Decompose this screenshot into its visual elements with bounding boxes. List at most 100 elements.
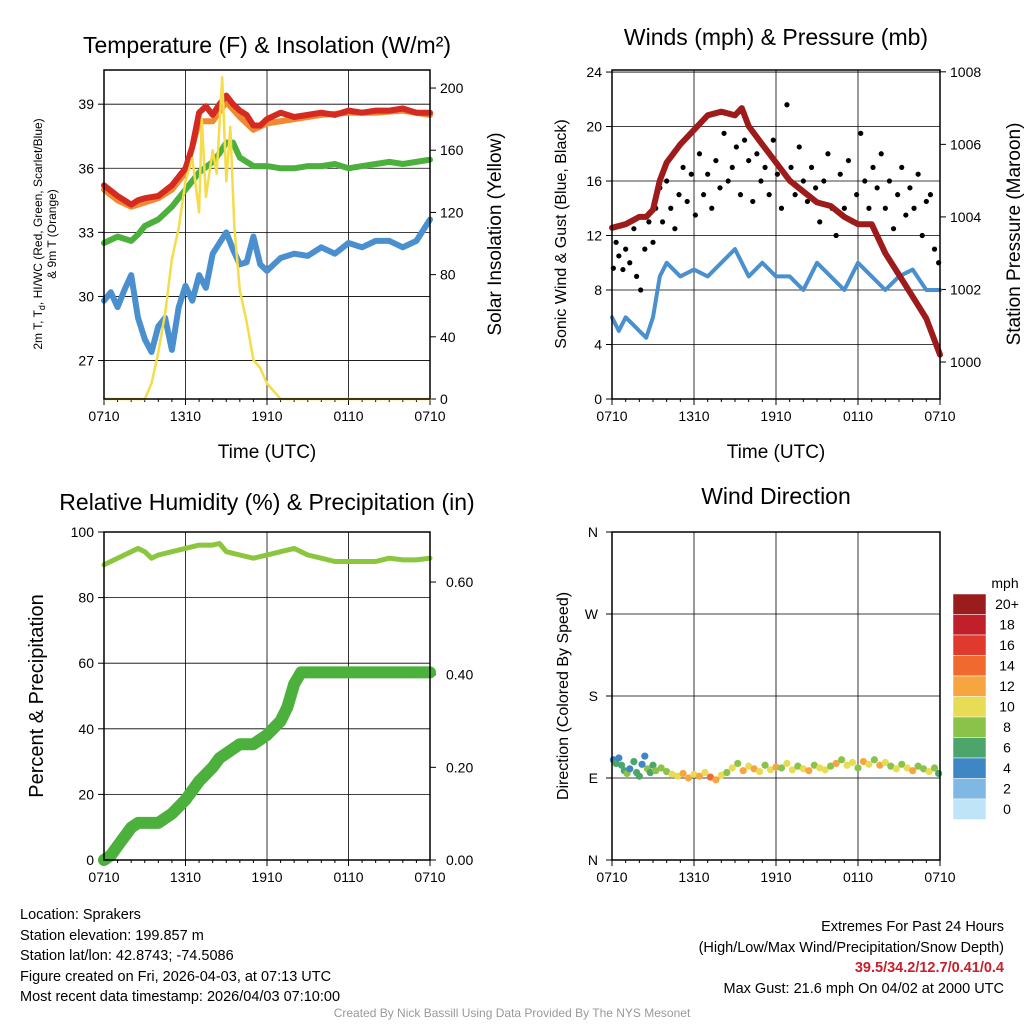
gust-point: [845, 157, 852, 164]
y-tick-label: 8: [594, 282, 602, 298]
direction-point: [766, 766, 775, 774]
colorbar-label: 16: [999, 637, 1015, 653]
x-tick-label: 1910: [760, 869, 791, 885]
gust-point: [638, 287, 644, 293]
gust-point: [627, 260, 633, 266]
direction-point: [690, 770, 698, 778]
gust-point: [903, 212, 909, 218]
gust-point: [741, 137, 748, 143]
x-tick-label: 1310: [170, 869, 201, 885]
direction-point: [761, 761, 769, 769]
y2-tick-label: 40: [440, 329, 456, 345]
colorbar-swatch: [952, 614, 987, 636]
direction-point: [652, 767, 660, 775]
gust-point: [907, 185, 913, 191]
temperature-panel: 0710 1310 1910 0110 0710 27 30 33 36 39 0 40 80 120 16…: [31, 32, 506, 463]
gust-point: [709, 205, 715, 211]
direction-point: [706, 773, 715, 781]
direction-point: [612, 759, 620, 768]
x-tick-label: 0710: [414, 408, 445, 424]
direction-point: [635, 772, 643, 780]
latlon-text: Station lat/lon: 42.8743; -74.5086: [20, 948, 234, 964]
direction-point: [668, 770, 676, 778]
gust-point: [915, 171, 921, 177]
y-tick-label: 100: [71, 524, 95, 540]
elevation-text: Station elevation: 199.857 m: [20, 927, 204, 944]
direction-point: [810, 761, 818, 769]
direction-point: [641, 752, 649, 760]
y-tick-label: 12: [586, 228, 602, 244]
direction-point: [739, 767, 747, 775]
direction-point: [788, 766, 797, 774]
gust-point: [813, 185, 819, 191]
colorbar-label: 10: [999, 699, 1015, 715]
y2-tick-label: 120: [440, 204, 464, 220]
gust-point: [837, 171, 843, 177]
direction-point: [925, 768, 933, 776]
y-axis-label: Percent & Precipitation: [26, 594, 48, 797]
gust-point: [784, 102, 790, 108]
y-tick-label: 36: [78, 160, 94, 176]
x-tick-label: 1910: [251, 869, 282, 885]
y-tick-label: 0: [86, 852, 94, 868]
direction-point: [909, 767, 917, 775]
gust-point: [874, 185, 880, 191]
y2-tick-label: 0.60: [446, 574, 473, 590]
gust-point: [721, 130, 727, 136]
chart-title: Winds (mph) & Pressure (mb): [624, 24, 928, 50]
gust-point: [668, 205, 674, 211]
direction-point: [827, 762, 835, 770]
gust-point: [733, 144, 739, 150]
direction-point: [701, 768, 709, 777]
gust-point: [746, 157, 752, 164]
direction-point: [723, 768, 731, 777]
gust-point: [870, 164, 876, 171]
direction-point: [615, 754, 623, 762]
gust-point: [642, 246, 648, 252]
plot-frame: [611, 69, 941, 400]
colorbar-label: 18: [999, 617, 1015, 633]
direction-point: [630, 758, 638, 766]
station-info: Location: Sprakers Station elevation: 19…: [20, 905, 340, 1008]
colorbar-swatch: [952, 696, 987, 718]
colorbar: mph 20+ 18 16 14 12 10 8 6 4 2 0: [952, 575, 1019, 820]
y-tick-label: 0: [594, 391, 602, 407]
gust-point: [620, 266, 626, 273]
colorbar-swatch: [952, 757, 987, 779]
y-tick-label: 39: [78, 96, 94, 112]
colorbar-label: 2: [1003, 781, 1011, 797]
gust-point: [821, 178, 827, 184]
direction-point: [876, 761, 884, 769]
credit-text: Created By Nick Bassill Using Data Provi…: [333, 1006, 691, 1020]
y-tick-label: 27: [78, 353, 94, 369]
y-tick-label: S: [589, 688, 598, 704]
y-tick-label: E: [589, 770, 598, 786]
direction-point: [646, 768, 654, 777]
gust-point: [841, 205, 847, 211]
gust-point: [737, 192, 744, 198]
x-tick-label: 0710: [596, 869, 627, 885]
chart-title: Wind Direction: [701, 483, 851, 509]
direction-point: [930, 764, 939, 772]
x-tick-label: 0710: [88, 408, 119, 424]
y-tick-label: N: [588, 524, 598, 540]
direction-point: [838, 756, 846, 764]
gust-point: [725, 178, 731, 184]
y-axis-label: Direction (Colored By Speed): [555, 592, 572, 800]
direction-point: [887, 762, 895, 770]
y2-tick-label: 1008: [950, 64, 981, 80]
gust-point: [688, 171, 694, 177]
gust-point: [895, 192, 901, 198]
plot-frame: [611, 531, 941, 861]
gust-point: [862, 178, 868, 184]
x-tick-label: 0710: [596, 408, 627, 424]
direction-point: [805, 767, 813, 775]
direction-point: [783, 759, 791, 768]
y2-axis-label: Station Pressure (Maroon): [1004, 123, 1024, 346]
direction-point: [750, 765, 758, 773]
extremes-title: Extremes For Past 24 Hours: [821, 919, 1004, 935]
direction-point: [821, 766, 829, 774]
direction-point: [674, 772, 682, 780]
